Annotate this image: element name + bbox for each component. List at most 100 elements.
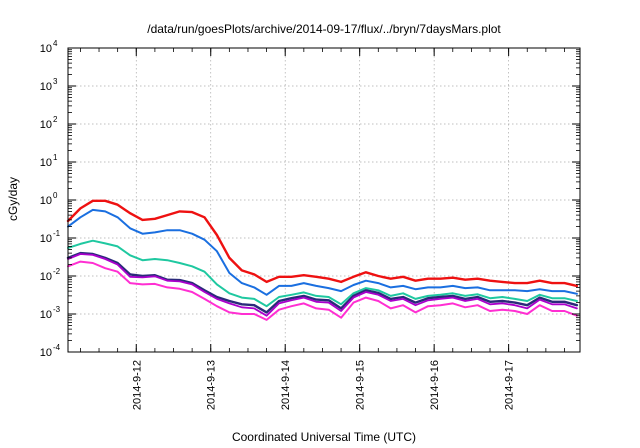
series-point <box>228 257 230 259</box>
series-point <box>377 294 379 296</box>
series-point <box>315 307 317 309</box>
series-point <box>452 285 454 287</box>
series-point <box>414 304 417 306</box>
series-point <box>501 289 503 291</box>
series-point <box>365 297 367 299</box>
series-point <box>154 275 156 277</box>
y-tick-label: 10 <box>40 81 52 93</box>
series-point <box>352 295 355 297</box>
series-point <box>253 313 255 315</box>
series-point <box>290 294 292 296</box>
series-point <box>402 298 404 300</box>
series-point <box>551 310 553 312</box>
series-point <box>390 307 392 309</box>
series-point <box>228 311 230 313</box>
series-point <box>365 287 367 289</box>
series-point <box>439 296 441 298</box>
series-point <box>228 272 230 274</box>
series-point <box>340 317 342 319</box>
grid-lines <box>68 48 580 352</box>
series-point <box>179 262 181 264</box>
series-point <box>228 302 230 304</box>
series-point <box>501 296 503 298</box>
series-point <box>526 304 528 306</box>
series-point <box>477 293 479 295</box>
series-point <box>253 298 255 300</box>
series-point <box>340 303 342 305</box>
series-point <box>79 253 81 255</box>
series-point <box>452 292 454 294</box>
series-point <box>514 298 516 300</box>
series-point <box>241 282 243 284</box>
series-point <box>241 313 243 315</box>
series-point <box>414 311 417 313</box>
series-point <box>129 227 131 229</box>
series-point <box>92 200 94 202</box>
series-point <box>315 276 317 278</box>
series-point <box>576 304 578 306</box>
series-point <box>179 280 181 282</box>
series-point <box>414 298 417 300</box>
series-point <box>117 271 119 273</box>
series-point <box>377 275 379 277</box>
series-6 <box>67 260 578 321</box>
series-point <box>154 218 156 220</box>
series-point <box>452 295 454 297</box>
series-point <box>477 296 479 298</box>
y-axis-label: cGy/day <box>6 177 20 221</box>
series-point <box>427 286 429 288</box>
series-point <box>489 303 491 305</box>
series-point <box>141 259 144 261</box>
series-point <box>352 297 355 299</box>
series-point <box>117 264 119 266</box>
series-point <box>414 288 417 290</box>
series-point <box>303 282 305 284</box>
series-4 <box>66 251 579 314</box>
x-tick-label: 2014-9-17 <box>504 360 516 410</box>
series-point <box>377 289 379 291</box>
y-tick-exponent: 2 <box>53 115 58 124</box>
series-point <box>414 280 417 282</box>
series-point <box>79 243 81 245</box>
series-point <box>514 310 516 312</box>
series-point <box>402 285 404 287</box>
x-tick-label: 2014-9-13 <box>206 360 218 410</box>
series-point <box>576 285 578 287</box>
series-point <box>278 302 280 304</box>
series-point <box>191 291 193 293</box>
series-point <box>328 287 330 289</box>
series-point <box>427 305 429 307</box>
series-point <box>203 271 206 273</box>
series-point <box>365 289 367 291</box>
axis-ticks <box>68 47 580 353</box>
series-point <box>117 204 119 206</box>
series-point <box>228 300 230 302</box>
series-point <box>241 297 243 299</box>
series-point <box>551 301 553 303</box>
series-point <box>539 280 541 282</box>
series-point <box>203 239 206 241</box>
series-point <box>328 309 330 311</box>
series-point <box>216 305 218 307</box>
series-point <box>290 276 292 278</box>
series-point <box>477 278 479 280</box>
series-point <box>563 303 566 305</box>
series-point <box>526 290 528 292</box>
series-point <box>92 254 94 256</box>
series-point <box>340 290 342 292</box>
series-point <box>365 280 367 282</box>
series-point <box>501 309 503 311</box>
series-point <box>278 309 280 311</box>
series-point <box>576 293 578 295</box>
series-point <box>328 302 330 304</box>
series-point <box>216 283 218 285</box>
series-point <box>104 267 106 269</box>
series-line <box>66 251 579 314</box>
series-point <box>576 300 578 302</box>
series-point <box>179 279 181 281</box>
series-point <box>489 301 491 303</box>
series-layer <box>66 199 579 321</box>
series-point <box>166 259 168 261</box>
